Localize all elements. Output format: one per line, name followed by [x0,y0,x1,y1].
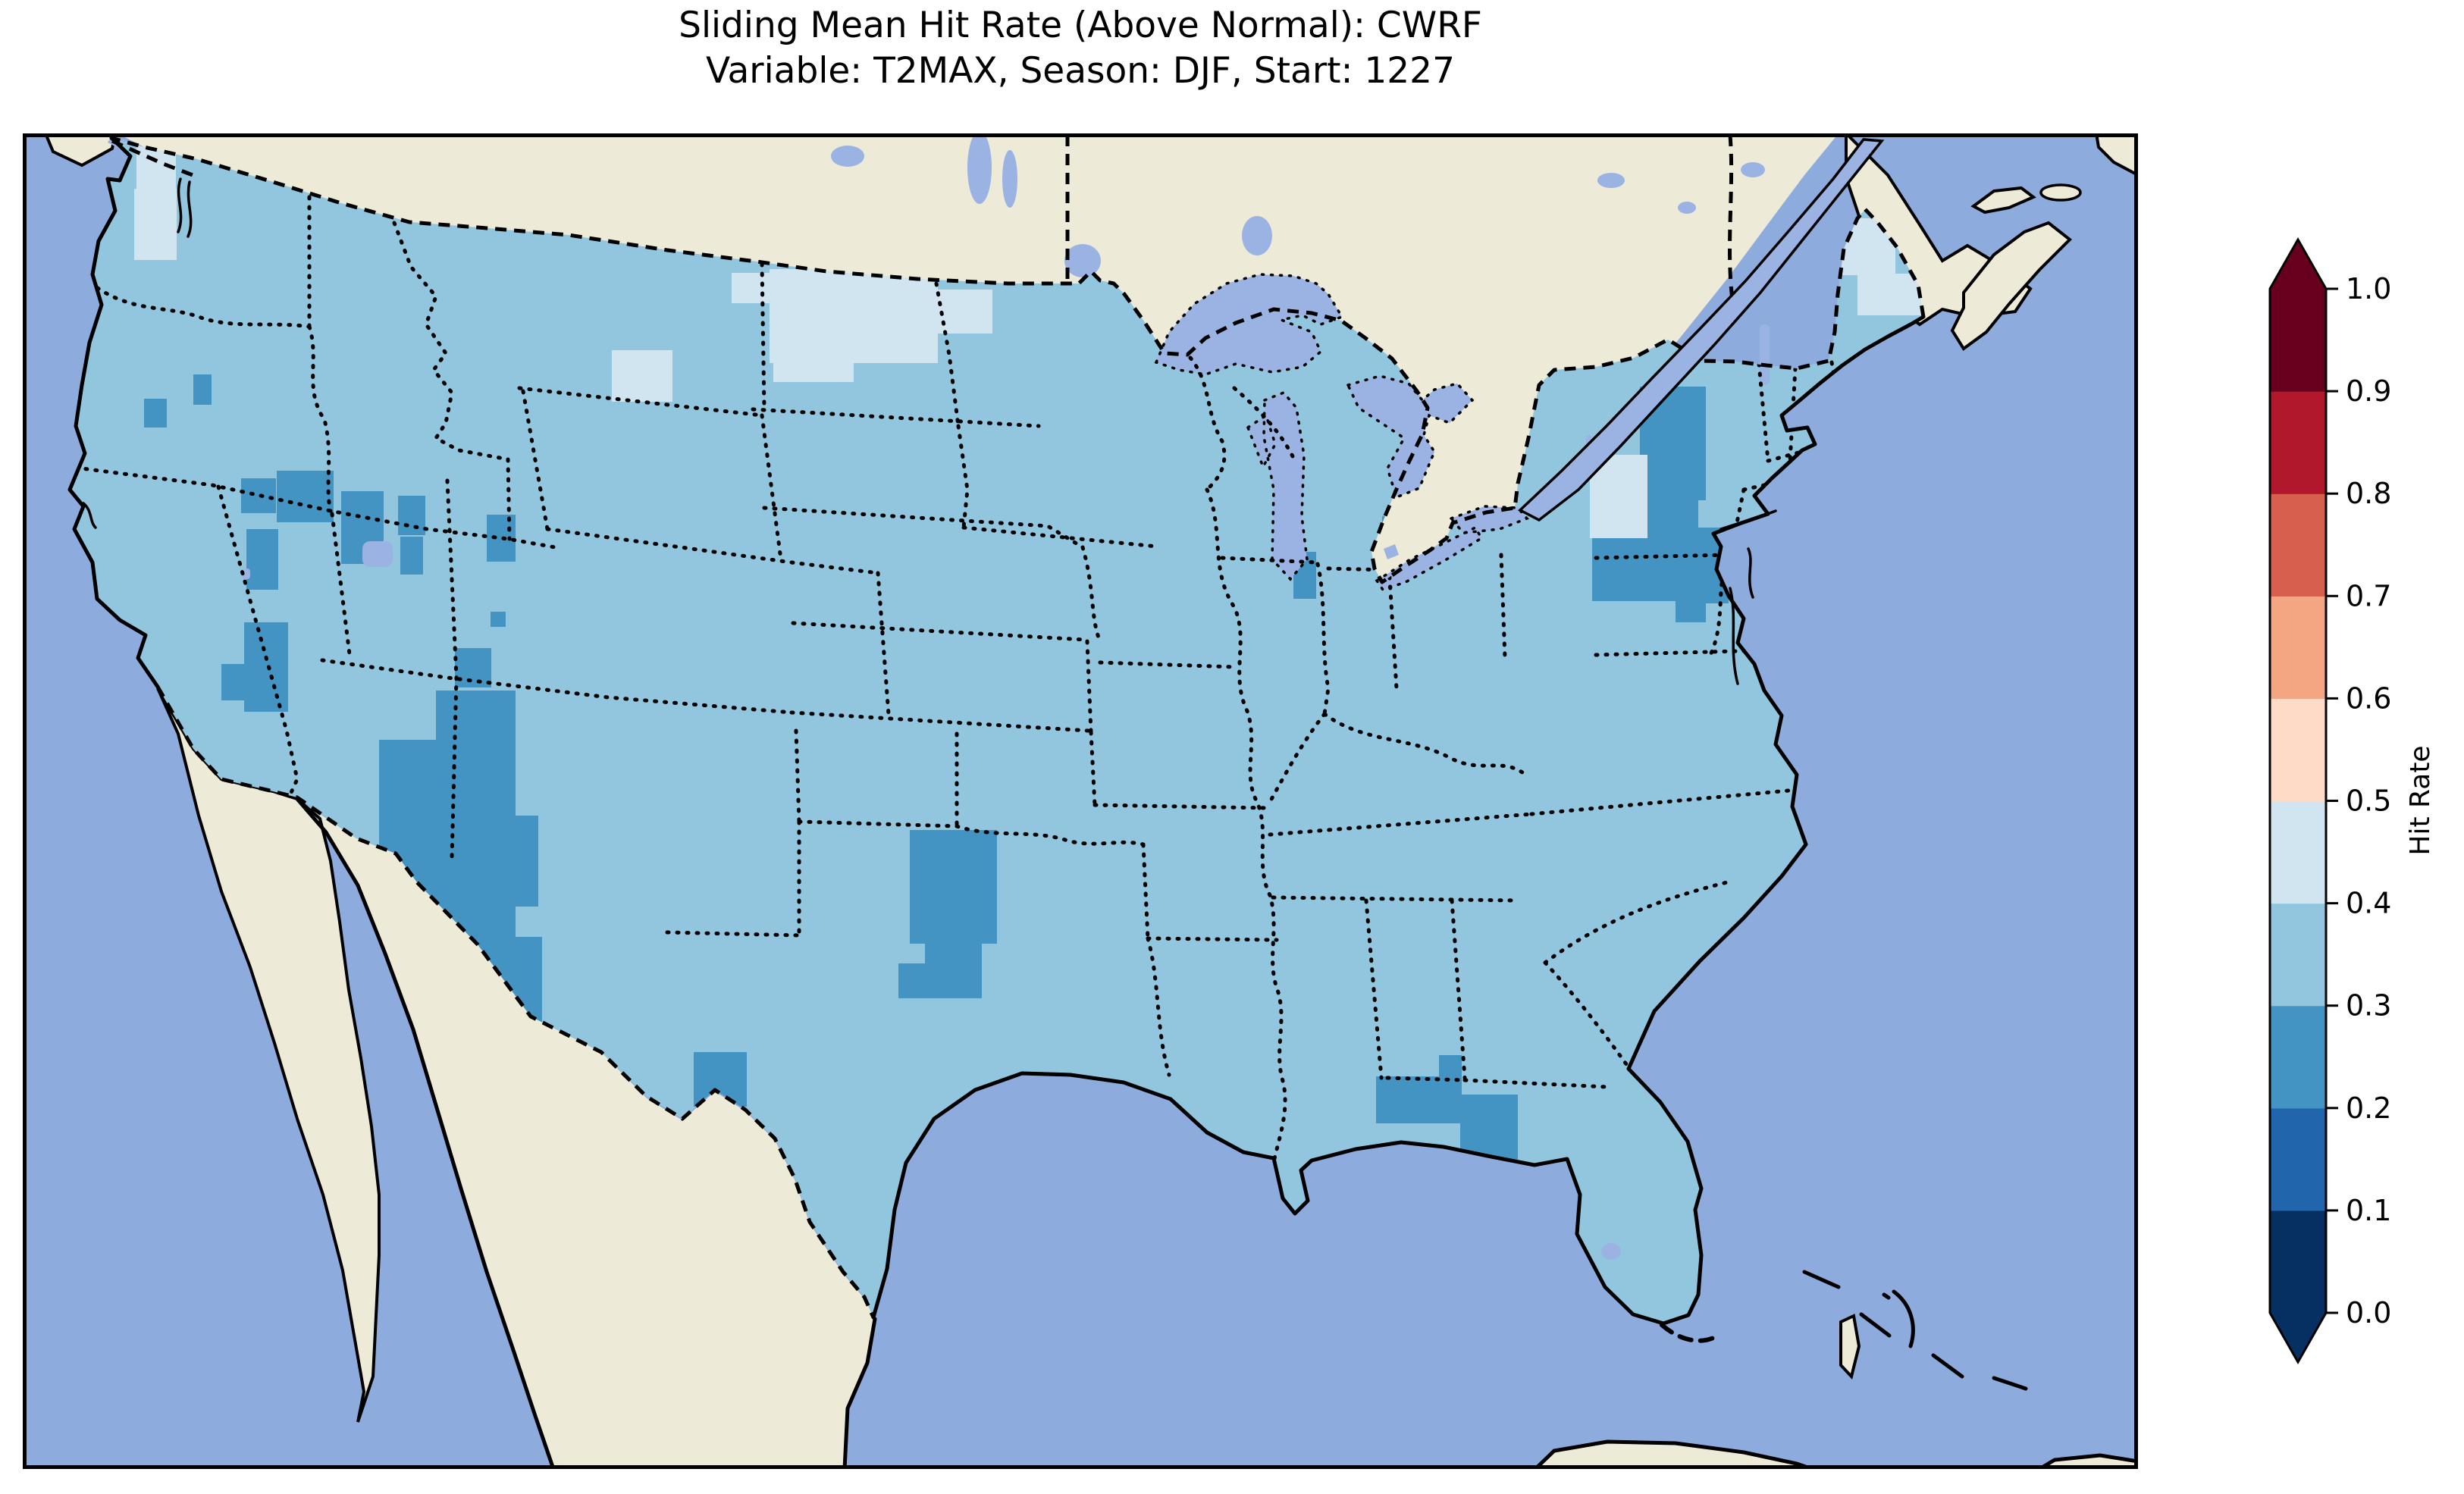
grid-cell-patch [732,273,771,303]
colorbar: 1.0 0.9 0.8 0.7 0.6 0.5 0.4 0.3 0.2 0.1 0.0 Hit Ra… [2259,227,2464,1380]
grid-cell-patch [244,622,288,712]
grid-cell-patch [134,189,177,260]
grid-cell-patch [193,374,212,405]
title-line2: Variable: T2MAX, Season: DJF, Start: 122… [23,49,2138,94]
colorbar-bin-0.2-0.3 [2270,1006,2326,1109]
figure-title: Sliding Mean Hit Rate (Above Normal): CW… [23,3,2138,94]
colorbar-tick-label: 0.0 [2346,1296,2391,1330]
colorbar-bin-0.7-0.8 [2270,493,2326,597]
figure-canvas: Sliding Mean Hit Rate (Above Normal): CW… [0,0,2464,1494]
colorbar-tick-label: 0.5 [2346,785,2391,818]
great-salt-lake [362,541,393,567]
colorbar-extend-max [2270,240,2326,290]
grid-cell-patch [221,664,247,700]
grid-cell-patch [455,648,491,687]
grid-cell-patch [241,478,276,513]
colorbar-bin-0.4-0.5 [2270,801,2326,904]
colorbar-tick-label: 0.8 [2346,477,2391,510]
grid-cell-patch [770,269,938,363]
anticosti-island [2041,185,2080,200]
grid-cell-patch [1439,1055,1462,1123]
colorbar-bin-0.8-0.9 [2270,391,2326,494]
colorbar-tick-label: 0.2 [2346,1092,2391,1125]
grid-cell-patch [491,612,506,627]
grid-cell-patch [277,471,334,522]
grid-cell-patch [1857,274,1922,315]
lake-okeechobee [1601,1243,1621,1260]
colorbar-bin-0.0-0.1 [2270,1211,2326,1314]
grid-cell-patch [493,816,538,907]
colorbar-tick-label: 0.3 [2346,989,2391,1023]
colorbar-tick-label: 0.4 [2346,887,2391,920]
grid-cell-patch [773,362,854,382]
colorbar-bin-0.9-1.0 [2270,289,2326,392]
grid-cell-patch [898,963,929,998]
us-map [23,133,2138,1469]
grid-cell-patch [144,399,167,428]
colorbar-tick-label: 0.1 [2346,1194,2391,1227]
colorbar-bin-0.6-0.7 [2270,596,2326,699]
grid-cell-patch [938,290,992,334]
grid-cell-patch [246,529,278,590]
title-line1: Sliding Mean Hit Rate (Above Normal): CW… [23,3,2138,49]
grid-cell-patch [612,350,672,402]
colorbar-tick-label: 0.7 [2346,579,2391,612]
colorbar-segments [2270,240,2326,1362]
colorbar-bin-0.1-0.2 [2270,1108,2326,1211]
colorbar-tick-label: 1.0 [2346,272,2391,305]
colorbar-ticks: 1.0 0.9 0.8 0.7 0.6 0.5 0.4 0.3 0.2 0.1 0.0 [2326,272,2391,1330]
grid-cell-patch [400,537,423,575]
grid-cell-patch [910,830,997,944]
colorbar-tick-label: 0.9 [2346,374,2391,408]
colorbar-tick-label: 0.6 [2346,681,2391,715]
grid-cell-patch [925,944,982,998]
colorbar-extend-min [2270,1312,2326,1362]
colorbar-bin-0.5-0.6 [2270,698,2326,801]
colorbar-label: Hit Rate [2405,745,2436,855]
grid-cell-patch [398,496,425,535]
grid-cell-patch [1676,584,1706,622]
colorbar-bin-0.3-0.4 [2270,904,2326,1007]
